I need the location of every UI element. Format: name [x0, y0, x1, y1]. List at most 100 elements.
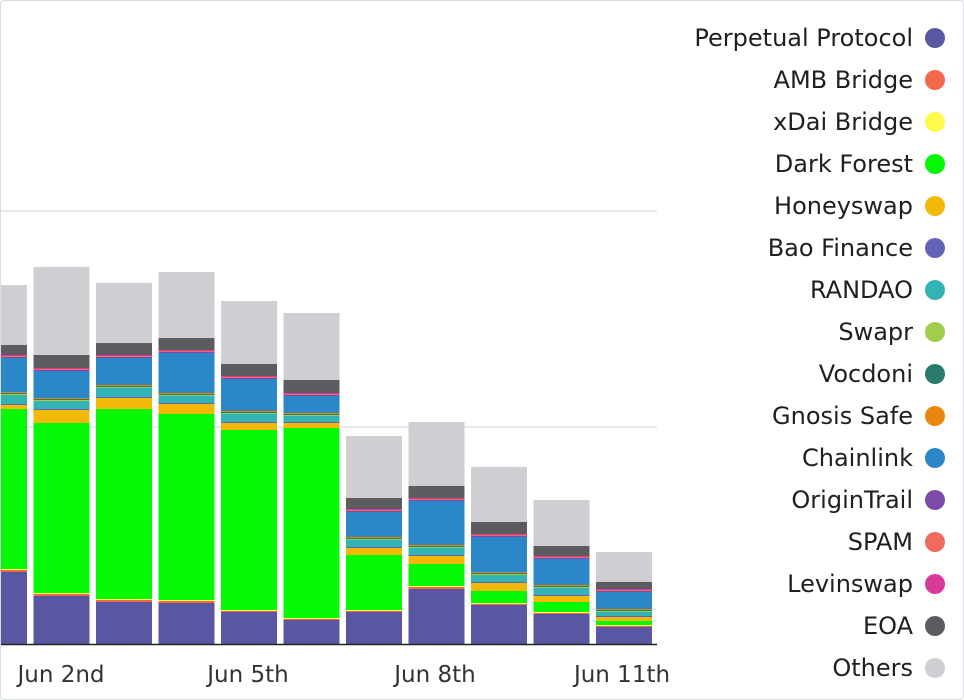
bar-stack-jun-8th[interactable]: [408, 422, 465, 644]
bar-segment-perpetual-protocol[interactable]: [158, 603, 215, 644]
bar-segment-gnosis-safe[interactable]: [221, 411, 277, 412]
bar-segment-swapr[interactable]: [158, 395, 215, 396]
legend-item-gnosis-safe[interactable]: Gnosis Safe: [625, 395, 945, 437]
bar-segment-swapr[interactable]: [283, 415, 340, 416]
bar-segment-amb-bridge[interactable]: [158, 601, 215, 603]
bar-segment-perpetual-protocol[interactable]: [96, 602, 152, 644]
bar-segment-xdai-bridge[interactable]: [471, 603, 527, 604]
bar-segment-spam[interactable]: [533, 557, 590, 558]
bar-segment-eoa[interactable]: [283, 380, 340, 393]
bar-segment-dark-forest[interactable]: [408, 564, 465, 586]
bar-segment-levinswap[interactable]: [283, 393, 340, 394]
bar-segment-randao[interactable]: [408, 548, 465, 555]
bar-segment-amb-bridge[interactable]: [33, 594, 90, 596]
bar-stack-jun-6th[interactable]: [283, 313, 340, 644]
bar-segment-origintrail[interactable]: [221, 378, 277, 379]
bar-segment-xdai-bridge[interactable]: [221, 610, 277, 611]
bar-segment-swapr[interactable]: [96, 387, 152, 388]
bar-segment-origintrail[interactable]: [96, 357, 152, 358]
bar-segment-dark-forest[interactable]: [471, 591, 527, 603]
bar-segment-eoa[interactable]: [1, 345, 27, 355]
bar-segment-honeyswap[interactable]: [596, 617, 652, 621]
bar-segment-vocdoni[interactable]: [221, 412, 277, 413]
bar-stack-jun-11th[interactable]: [596, 552, 652, 644]
bar-segment-xdai-bridge[interactable]: [408, 586, 465, 587]
bar-segment-dark-forest[interactable]: [596, 621, 652, 625]
bar-segment-swapr[interactable]: [346, 539, 402, 540]
bar-segment-amb-bridge[interactable]: [346, 611, 402, 612]
bar-segment-levinswap[interactable]: [471, 534, 527, 535]
legend-item-vocdoni[interactable]: Vocdoni: [625, 353, 945, 395]
bar-segment-levinswap[interactable]: [33, 368, 90, 369]
bar-segment-bao-finance[interactable]: [408, 555, 465, 556]
bar-segment-swapr[interactable]: [408, 547, 465, 548]
bar-segment-chainlink[interactable]: [533, 559, 590, 585]
bar-segment-dark-forest[interactable]: [346, 555, 402, 610]
bar-segment-gnosis-safe[interactable]: [96, 385, 152, 386]
bar-segment-vocdoni[interactable]: [283, 414, 340, 415]
bar-stack-jun-4th[interactable]: [158, 272, 215, 644]
bar-segment-others[interactable]: [96, 283, 152, 343]
bar-segment-bao-finance[interactable]: [158, 403, 215, 404]
bar-segment-chainlink[interactable]: [1, 358, 27, 392]
bar-segment-bao-finance[interactable]: [533, 595, 590, 596]
bar-segment-gnosis-safe[interactable]: [408, 545, 465, 546]
bar-stack-jun-5th[interactable]: [221, 301, 277, 644]
bar-stack-jun-3rd[interactable]: [96, 283, 152, 644]
bar-segment-bao-finance[interactable]: [596, 616, 652, 617]
bar-segment-amb-bridge[interactable]: [533, 613, 590, 614]
bar-segment-others[interactable]: [158, 272, 215, 338]
bar-segment-gnosis-safe[interactable]: [346, 537, 402, 538]
bar-segment-randao[interactable]: [33, 401, 90, 409]
bar-segment-amb-bridge[interactable]: [96, 600, 152, 602]
bar-segment-eoa[interactable]: [96, 343, 152, 355]
bar-segment-swapr[interactable]: [471, 574, 527, 575]
bar-segment-xdai-bridge[interactable]: [283, 618, 340, 619]
bar-segment-xdai-bridge[interactable]: [158, 600, 215, 601]
bar-segment-honeyswap[interactable]: [408, 556, 465, 564]
bar-segment-others[interactable]: [283, 313, 340, 380]
legend-item-origintrail[interactable]: OriginTrail: [625, 479, 945, 521]
bar-segment-origintrail[interactable]: [471, 536, 527, 537]
bar-segment-levinswap[interactable]: [533, 556, 590, 557]
bar-segment-swapr[interactable]: [1, 394, 27, 395]
legend-item-amb-bridge[interactable]: AMB Bridge: [625, 59, 945, 101]
legend-item-others[interactable]: Others: [625, 647, 945, 689]
bar-segment-perpetual-protocol[interactable]: [596, 627, 652, 644]
bar-segment-origintrail[interactable]: [33, 370, 90, 371]
bar-segment-gnosis-safe[interactable]: [283, 413, 340, 414]
bar-segment-honeyswap[interactable]: [1, 405, 27, 409]
bar-segment-vocdoni[interactable]: [533, 586, 590, 587]
bar-segment-honeyswap[interactable]: [33, 410, 90, 423]
legend-item-eoa[interactable]: EOA: [625, 605, 945, 647]
bar-segment-levinswap[interactable]: [221, 376, 277, 377]
bar-stack-jun-2nd[interactable]: [33, 267, 90, 644]
bar-segment-dark-forest[interactable]: [158, 414, 215, 600]
bar-segment-gnosis-safe[interactable]: [158, 393, 215, 394]
bar-segment-others[interactable]: [1, 285, 27, 345]
bar-segment-swapr[interactable]: [221, 413, 277, 414]
bar-segment-levinswap[interactable]: [158, 350, 215, 351]
bar-segment-others[interactable]: [221, 301, 277, 364]
bar-segment-perpetual-protocol[interactable]: [33, 596, 90, 644]
bar-segment-vocdoni[interactable]: [158, 394, 215, 395]
bar-segment-chainlink[interactable]: [33, 371, 90, 398]
bar-segment-xdai-bridge[interactable]: [596, 625, 652, 626]
bar-segment-perpetual-protocol[interactable]: [346, 612, 402, 644]
bar-segment-chainlink[interactable]: [96, 358, 152, 385]
bar-segment-gnosis-safe[interactable]: [1, 392, 27, 393]
bar-segment-levinswap[interactable]: [408, 498, 465, 499]
bar-segment-levinswap[interactable]: [596, 589, 652, 590]
bar-segment-origintrail[interactable]: [596, 591, 652, 592]
bar-segment-honeyswap[interactable]: [158, 404, 215, 414]
bar-segment-spam[interactable]: [96, 356, 152, 357]
bar-segment-eoa[interactable]: [33, 355, 90, 368]
bar-segment-origintrail[interactable]: [346, 511, 402, 512]
bar-segment-spam[interactable]: [346, 510, 402, 511]
bar-segment-chainlink[interactable]: [471, 537, 527, 572]
bar-segment-amb-bridge[interactable]: [471, 604, 527, 605]
bar-segment-vocdoni[interactable]: [596, 610, 652, 611]
bar-segment-dark-forest[interactable]: [1, 409, 27, 569]
bar-segment-randao[interactable]: [346, 540, 402, 547]
bar-segment-eoa[interactable]: [408, 486, 465, 498]
